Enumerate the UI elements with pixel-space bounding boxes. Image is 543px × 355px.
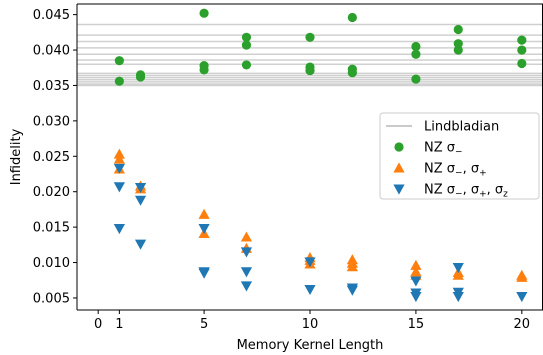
nz-sminus-point xyxy=(347,12,357,23)
y-tick-label: 0.005 xyxy=(33,291,70,306)
nz-sminus-splus-sz-point xyxy=(240,281,253,292)
nz-sminus-point xyxy=(453,39,463,49)
x-axis-label: Memory Kernel Length xyxy=(237,338,384,353)
nz-sminus-splus-sz-point xyxy=(113,224,125,235)
nz-sminus-point xyxy=(453,45,463,55)
nz-sminus-splus-sz-point xyxy=(304,257,316,268)
nz-sminus-splus-sz-point xyxy=(304,284,316,296)
nz-sminus-point xyxy=(305,32,315,42)
legend-triangle-down-marker xyxy=(393,184,405,195)
nz-sminus-splus-sz-point xyxy=(134,239,147,250)
y-axis-label: Infidelity xyxy=(9,128,24,185)
nz-sminus-point xyxy=(241,40,252,50)
legend-label-lindbladian: Lindbladian xyxy=(424,120,499,135)
nz-sminus-splus-point xyxy=(346,261,358,272)
nz-sminus-splus-point xyxy=(410,259,422,270)
nz-sminus-splus-sz-point xyxy=(134,182,147,194)
x-tick-label: 1 xyxy=(115,317,123,332)
y-tick-label: 0.030 xyxy=(33,114,70,129)
nz-sminus-point xyxy=(411,49,421,59)
nz-sminus-splus-sz-point xyxy=(240,247,253,258)
y-tick-label: 0.015 xyxy=(33,221,70,236)
legend-circle-marker xyxy=(394,142,404,152)
nz-sminus-splus-point xyxy=(452,269,464,280)
nz-sminus-splus-point xyxy=(113,153,125,164)
nz-sminus-point xyxy=(241,32,252,42)
nz-sminus-point xyxy=(347,68,357,78)
nz-sminus-point xyxy=(453,24,463,35)
nz-sminus-splus-sz-point xyxy=(346,285,358,296)
nz-sminus-splus-sz-point xyxy=(134,195,147,206)
nz-sminus-point xyxy=(199,8,209,18)
x-tick-label: 15 xyxy=(408,317,425,332)
x-tick-label: 20 xyxy=(514,317,531,332)
nz-sminus-splus-sz-point xyxy=(410,276,422,287)
legend-triangle-up-marker xyxy=(393,162,405,173)
nz-sminus-splus-sz-point xyxy=(452,263,464,274)
nz-sminus-point xyxy=(114,76,124,86)
nz-sminus-splus-sz-point xyxy=(113,182,125,193)
y-tick-label: 0.040 xyxy=(33,44,70,59)
nz-sminus-splus-sz-point xyxy=(452,292,464,303)
y-tick-label: 0.045 xyxy=(33,8,70,23)
nz-sminus-point xyxy=(199,65,209,75)
x-tick-label: 5 xyxy=(200,317,208,332)
nz-sminus-splus-sz-point xyxy=(516,292,528,303)
y-tick-label: 0.025 xyxy=(33,150,70,165)
nz-sminus-point xyxy=(517,45,527,55)
legend-label-nz-sminus-splus: NZ σ−, σ+ xyxy=(424,162,487,179)
y-tick-label: 0.020 xyxy=(33,185,70,200)
nz-sminus-point xyxy=(411,74,421,84)
nz-sminus-point xyxy=(305,65,315,76)
nz-sminus-point xyxy=(517,58,527,69)
lindbladian-lines xyxy=(77,23,543,87)
y-tick-label: 0.035 xyxy=(33,79,70,94)
nz-sminus-point xyxy=(411,41,421,52)
nz-sminus-splus-sz-point xyxy=(113,163,125,174)
axes: 0 1 5 10 15 200.0050.0100.0150.0200.0250.0300… xyxy=(33,3,543,332)
legend-label-nz-sminus-splus-sz: NZ σ−, σ+, σz xyxy=(424,183,508,200)
data-points xyxy=(113,8,528,303)
legend: Lindbladian NZ σ− NZ σ−, σ+ NZ σ−, σ+, σz xyxy=(379,112,540,200)
nz-sminus-splus-sz-point xyxy=(198,224,210,235)
y-tick-label: 0.010 xyxy=(33,256,70,271)
nz-sminus-point xyxy=(241,60,252,70)
nz-sminus-splus-point xyxy=(198,208,210,219)
legend-box xyxy=(379,112,540,200)
nz-sminus-point xyxy=(517,35,527,45)
nz-sminus-splus-sz-point xyxy=(410,292,422,303)
nz-sminus-splus-point xyxy=(240,231,253,242)
nz-sminus-splus-point xyxy=(516,271,528,282)
x-tick-label: 0 xyxy=(94,317,102,332)
nz-sminus-point xyxy=(135,72,146,82)
nz-sminus-splus-sz-point xyxy=(240,267,253,278)
legend-label-nz-sminus: NZ σ− xyxy=(424,141,463,158)
nz-sminus-splus-sz-point xyxy=(198,268,210,279)
nz-sminus-point xyxy=(114,56,124,66)
x-tick-label: 10 xyxy=(302,317,319,332)
